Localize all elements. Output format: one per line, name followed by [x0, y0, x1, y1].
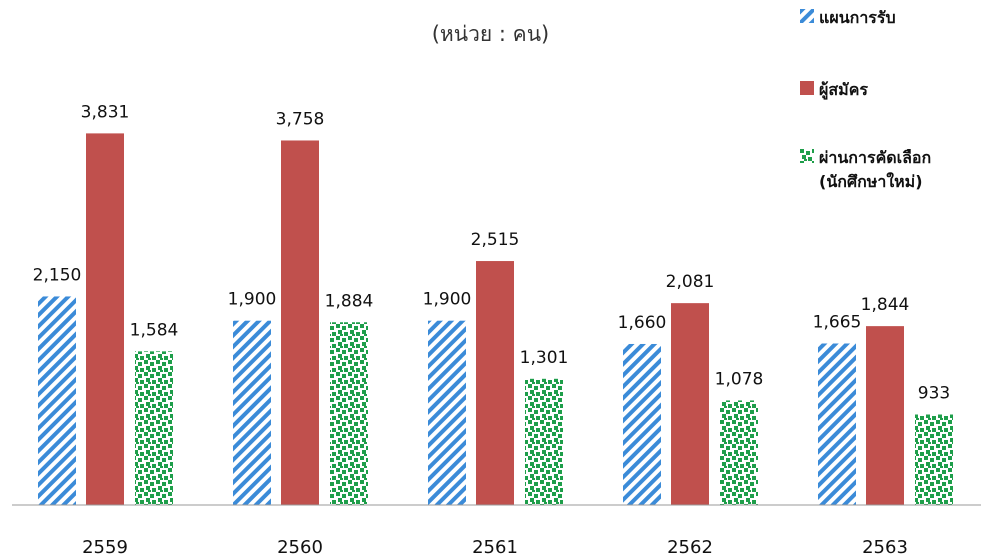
category-label-2560: 2560: [277, 537, 323, 558]
category-label-2562: 2562: [667, 537, 713, 558]
bar-plan-2560: [233, 320, 271, 505]
value-labels-layer: 2,150 3,831 1,584 1,900 3,758 1,884 1,900 2,515…: [33, 102, 951, 403]
value-label-applicants-2560: 3,758: [276, 109, 325, 129]
legend-swatch-applicants: [800, 81, 814, 95]
legend-item-applicants: ผู้สมัคร: [800, 78, 868, 102]
bar-plan-2562: [623, 343, 661, 505]
value-label-applicants-2563: 1,844: [861, 295, 910, 315]
category-labels-layer: 2559 2560 2561 2562 2563: [82, 537, 908, 558]
bar-applicants-2563: [866, 326, 904, 505]
bar-applicants-2559: [86, 133, 124, 505]
value-label-applicants-2559: 3,831: [81, 102, 130, 122]
bar-selected-2563: [915, 414, 953, 505]
value-label-plan-2561: 1,900: [423, 290, 472, 310]
category-label-2563: 2563: [862, 537, 908, 558]
value-label-selected-2561: 1,301: [520, 348, 569, 368]
bar-plan-2563: [818, 343, 856, 505]
legend-label-applicants: ผู้สมัคร: [819, 80, 868, 99]
bar-applicants-2562: [671, 303, 709, 505]
category-label-2561: 2561: [472, 537, 518, 558]
legend-item-plan: แผนการรับ: [800, 6, 896, 30]
legend-label-selected: ผ่านการคัดเลือก (นักศึกษาใหม่): [819, 148, 932, 191]
value-label-plan-2560: 1,900: [228, 290, 277, 310]
bars-layer: [38, 133, 953, 505]
value-label-plan-2563: 1,665: [813, 312, 862, 332]
legend-swatch-plan: [800, 9, 814, 23]
unit-label: (หน่วย : คน): [431, 22, 550, 46]
bar-plan-2559: [38, 296, 76, 505]
value-label-applicants-2561: 2,515: [471, 230, 520, 250]
bar-selected-2560: [330, 322, 368, 505]
legend-label-plan: แผนการรับ: [819, 8, 896, 27]
value-label-selected-2559: 1,584: [130, 320, 179, 340]
category-label-2559: 2559: [82, 537, 128, 558]
bar-selected-2562: [720, 400, 758, 505]
bar-plan-2561: [428, 320, 466, 505]
value-label-plan-2562: 1,660: [618, 313, 667, 333]
value-label-applicants-2562: 2,081: [666, 272, 715, 292]
bar-selected-2559: [135, 351, 173, 505]
value-label-selected-2560: 1,884: [325, 291, 374, 311]
value-label-selected-2562: 1,078: [715, 369, 764, 389]
bar-applicants-2561: [476, 261, 514, 505]
bar-selected-2561: [525, 378, 563, 505]
value-label-selected-2563: 933: [918, 383, 950, 403]
legend-swatch-selected: [800, 149, 814, 163]
bar-applicants-2560: [281, 140, 319, 505]
legend-item-selected: ผ่านการคัดเลือก (นักศึกษาใหม่): [800, 146, 931, 194]
value-label-plan-2559: 2,150: [33, 265, 82, 285]
